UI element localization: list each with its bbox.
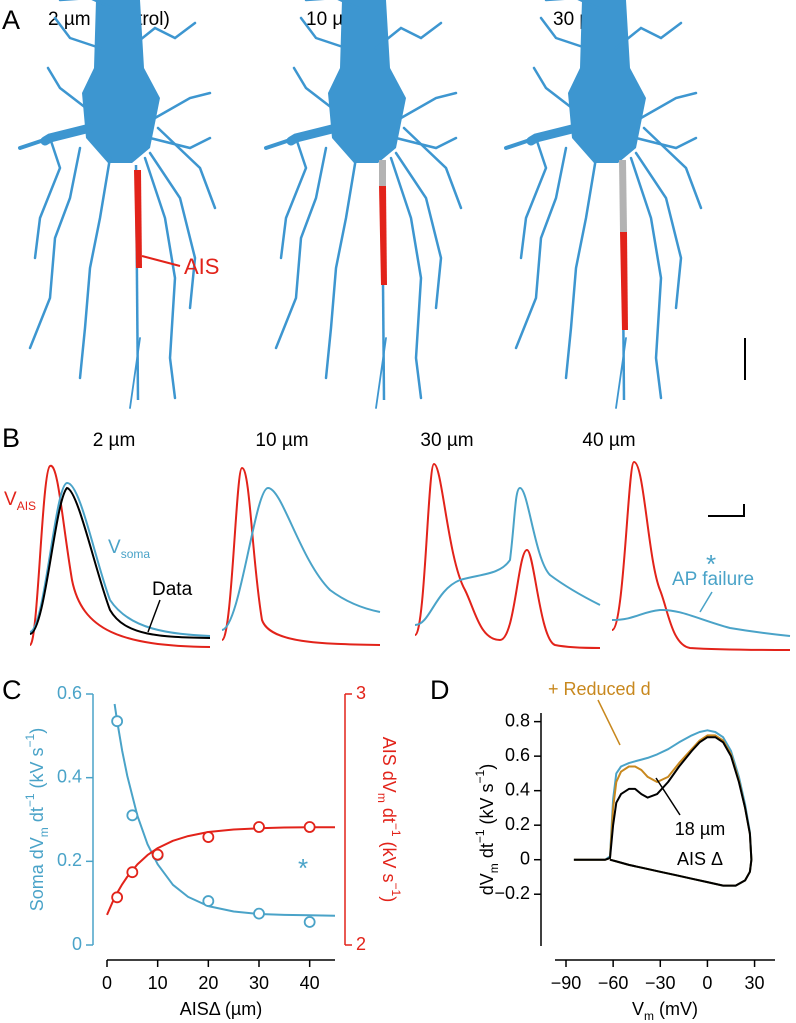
neuron-control (20, 0, 215, 408)
traces (29, 460, 791, 651)
x-tick-label: 30 (249, 973, 269, 993)
x-tick-label: −90 (551, 973, 582, 993)
x-tick-label: −30 (645, 973, 676, 993)
x-tick-label: 0 (102, 973, 112, 993)
marker (126, 809, 139, 822)
x-tick-label: 20 (198, 973, 218, 993)
panel-title: 40 µm (582, 430, 635, 451)
trace-label: VAIS (4, 489, 36, 513)
label-part: V (632, 999, 644, 1019)
label-part: V (108, 537, 121, 558)
y-tick-label: −0.2 (494, 883, 530, 903)
label-part: (kV s (477, 783, 497, 829)
label-part: dV (477, 873, 497, 895)
panel-label: D (430, 675, 450, 705)
marker (253, 821, 265, 833)
y2-axis-label: AIS dVm dt−1 (kV s−1) (375, 737, 403, 902)
y-axis-label: Soma dVm dt−1 (kV s−1) (23, 728, 51, 911)
label-part: m (37, 827, 51, 837)
label-part: −1 (389, 823, 403, 837)
pointer (141, 255, 181, 267)
trace-label: Data (152, 579, 193, 600)
x-tick-label: 30 (745, 973, 765, 993)
marker (126, 866, 139, 879)
y-tick-label: 0 (520, 848, 530, 868)
label-part: AIS (17, 499, 36, 513)
failure-mark: * (706, 549, 716, 579)
neuron-30um (506, 0, 701, 408)
y-tick-label: 0.4 (57, 766, 82, 786)
label-part: ) (27, 728, 47, 734)
label-part: ) (477, 764, 497, 770)
label-part: dt (379, 803, 399, 823)
y-tick-label: 0.6 (505, 745, 530, 765)
y-tick-label: 0.2 (505, 814, 530, 834)
y-tick-label: 0.6 (57, 683, 82, 703)
label-part: ) (379, 896, 399, 902)
y-tick-label: 0.4 (505, 779, 530, 799)
label-part: m (487, 863, 501, 873)
label-part: AISΔ (µm) (180, 999, 262, 1019)
panel-label: C (2, 675, 22, 705)
trace-label: AP failure (672, 569, 754, 590)
y-tick-label: 0.2 (57, 850, 82, 870)
panel-title: 2 µm (93, 430, 136, 451)
label-part: dt (27, 807, 47, 827)
label-part: m (375, 793, 389, 803)
label-part: −1 (389, 883, 403, 897)
y-tick-label: 0.8 (505, 710, 530, 730)
x-tick-label: −60 (598, 973, 629, 993)
label-part: Soma dV (27, 837, 47, 911)
panel-title: 30 µm (420, 430, 473, 451)
annotation: + Reduced d (548, 679, 651, 699)
panel-title: 10 µm (255, 430, 308, 451)
label-part: (kV s (27, 747, 47, 793)
annotation: AIS Δ (677, 849, 723, 869)
label-part: AIS dV (379, 737, 399, 793)
marker (111, 715, 124, 728)
y-tick-label: 0 (72, 934, 82, 954)
label-part: −1 (473, 769, 487, 783)
label-part: (kV s (379, 837, 399, 883)
label-part: −1 (23, 733, 37, 747)
label-part: V (4, 489, 17, 510)
marker (253, 907, 265, 920)
line (573, 729, 753, 887)
y2-tick-label: 3 (356, 683, 366, 703)
marker (202, 831, 215, 843)
marker (303, 916, 316, 928)
line (106, 826, 335, 916)
annotation: * (298, 853, 308, 883)
x-axis-label: AISΔ (µm) (180, 999, 262, 1019)
label-part: soma (121, 547, 151, 561)
y-axis-label: dVm dt−1 (kV s−1) (473, 764, 501, 895)
x-tick-label: 40 (300, 973, 320, 993)
trace-label: Vsoma (108, 537, 150, 561)
y2-tick-label: 2 (356, 934, 366, 954)
panel-label: A (2, 5, 20, 35)
label-part: dt (477, 843, 497, 863)
panel-label: B (2, 423, 20, 453)
marker (303, 821, 316, 833)
pointer (655, 777, 681, 816)
x-axis-label: Vm (mV) (632, 999, 698, 1023)
label-part: (mV) (654, 999, 698, 1019)
label-part: −1 (23, 793, 37, 807)
x-tick-label: 0 (702, 973, 712, 993)
neuron-10um (266, 0, 461, 408)
marker (202, 895, 215, 907)
label-part: −1 (473, 829, 487, 843)
marker (111, 891, 124, 904)
line (573, 736, 753, 887)
annotation: AIS (184, 254, 219, 279)
label-part: m (644, 1009, 654, 1023)
line (573, 734, 753, 887)
x-tick-label: 10 (148, 973, 168, 993)
line (113, 703, 336, 917)
pointer (597, 699, 621, 746)
annotation: 18 µm (675, 819, 725, 839)
marker (151, 848, 164, 861)
